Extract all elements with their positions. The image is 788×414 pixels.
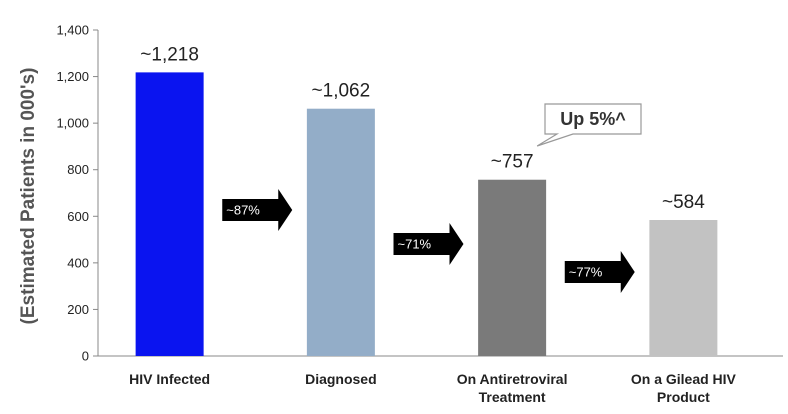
data-label: ~757 xyxy=(491,152,534,173)
arrow-shape xyxy=(393,223,464,265)
y-tick-label: 1,000 xyxy=(56,116,89,131)
callout-text: Up 5%^ xyxy=(560,109,626,129)
category-label: Diagnosed xyxy=(305,371,377,387)
y-tick-label: 600 xyxy=(67,209,89,224)
y-axis-label: (Estimated Patients in 000's) xyxy=(18,68,39,325)
bars xyxy=(135,72,718,356)
data-label: ~1,218 xyxy=(140,44,199,65)
arrow-label: ~87% xyxy=(226,203,260,218)
conversion-arrow: ~87% xyxy=(222,189,293,231)
y-tick-label: 800 xyxy=(67,162,89,177)
bar xyxy=(478,179,547,356)
y-ticks: 0 200 400 600 800 1,000 1,200 1,400 xyxy=(56,23,98,364)
arrow-label: ~77% xyxy=(569,265,603,280)
arrow-shape xyxy=(564,251,635,293)
y-tick-label: 0 xyxy=(82,349,89,364)
category-labels: HIV Infected Diagnosed On Antiretroviral Tr… xyxy=(129,371,736,405)
conversion-arrow: ~77% xyxy=(564,251,635,293)
y-tick-label: 400 xyxy=(67,255,89,270)
data-labels: ~1,218 ~1,062 ~757 ~584 xyxy=(140,44,705,213)
data-label: ~584 xyxy=(662,192,705,213)
bar xyxy=(306,108,375,356)
bar xyxy=(649,220,718,356)
category-label: On Antiretroviral xyxy=(457,371,568,387)
arrow-label: ~71% xyxy=(398,237,432,252)
bar xyxy=(135,72,204,356)
callout-bubble xyxy=(536,103,642,147)
y-tick-label: 1,400 xyxy=(56,23,89,38)
category-label: On a Gilead HIV xyxy=(631,371,737,387)
conversion-arrows: ~87% ~71% ~77% xyxy=(222,189,635,293)
callout: Up 5%^ xyxy=(536,103,642,147)
y-tick-label: 1,200 xyxy=(56,69,89,84)
category-label: HIV Infected xyxy=(129,371,210,387)
category-label: Treatment xyxy=(479,389,546,405)
arrow-shape xyxy=(222,189,293,231)
y-tick-label: 200 xyxy=(67,302,89,317)
conversion-arrow: ~71% xyxy=(393,223,464,265)
category-label: Product xyxy=(657,389,710,405)
data-label: ~1,062 xyxy=(312,81,371,102)
